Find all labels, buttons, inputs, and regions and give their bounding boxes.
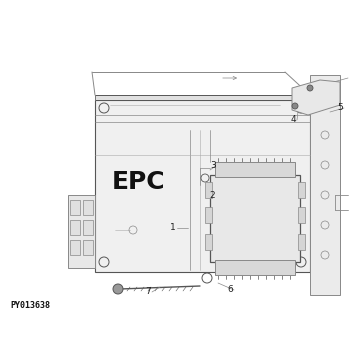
Circle shape xyxy=(113,284,123,294)
Polygon shape xyxy=(298,207,305,223)
Polygon shape xyxy=(210,175,300,262)
Polygon shape xyxy=(298,182,305,198)
Bar xyxy=(83,220,93,235)
Text: 7: 7 xyxy=(145,287,151,296)
Bar xyxy=(70,240,80,255)
Bar xyxy=(83,200,93,215)
Circle shape xyxy=(307,85,313,91)
Polygon shape xyxy=(95,95,310,100)
Polygon shape xyxy=(205,207,212,223)
Bar xyxy=(83,240,93,255)
Text: PY013638: PY013638 xyxy=(10,301,50,309)
Text: 6: 6 xyxy=(227,286,233,294)
Polygon shape xyxy=(68,195,95,268)
Polygon shape xyxy=(205,234,212,250)
Polygon shape xyxy=(310,75,340,295)
Text: 2: 2 xyxy=(209,191,215,201)
Text: 1: 1 xyxy=(170,224,176,232)
Polygon shape xyxy=(292,80,340,115)
Polygon shape xyxy=(215,162,295,177)
Text: 4: 4 xyxy=(290,116,296,125)
Polygon shape xyxy=(205,182,212,198)
Text: 3: 3 xyxy=(210,161,216,169)
Polygon shape xyxy=(298,234,305,250)
Polygon shape xyxy=(95,100,310,272)
Circle shape xyxy=(292,103,298,109)
Bar xyxy=(70,220,80,235)
Text: 5: 5 xyxy=(337,104,343,112)
Bar xyxy=(70,200,80,215)
Text: EPC: EPC xyxy=(112,170,166,194)
Polygon shape xyxy=(215,260,295,275)
